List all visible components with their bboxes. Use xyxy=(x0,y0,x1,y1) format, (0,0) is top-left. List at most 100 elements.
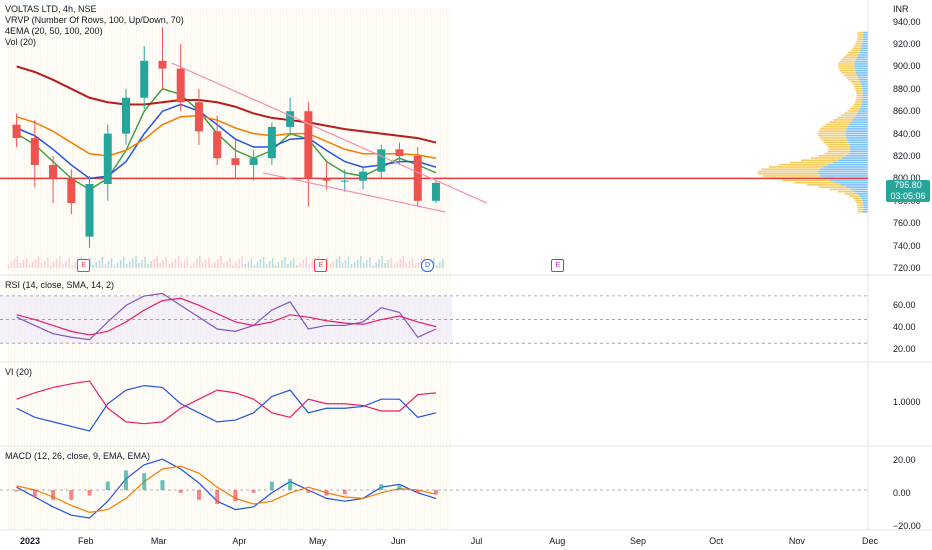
vp-bar-up xyxy=(824,152,849,155)
vp-bar-down xyxy=(863,34,868,36)
volume-bar xyxy=(308,264,310,268)
price-tick: 840.00 xyxy=(893,128,921,139)
vp-bar-down xyxy=(847,139,868,141)
vp-bar-down xyxy=(845,134,868,137)
session-stripe xyxy=(276,8,278,530)
time-tick: 2023 xyxy=(19,536,41,546)
vp-bar-up xyxy=(762,175,821,177)
vp-bar-up xyxy=(837,65,855,67)
vp-bar-down xyxy=(857,112,868,115)
volume-bar xyxy=(259,259,262,268)
volume-bar xyxy=(347,257,350,268)
indicator-tick: 20.00 xyxy=(893,344,916,354)
session-stripe xyxy=(209,8,211,530)
vp-bar-down xyxy=(840,184,868,186)
volume-bar xyxy=(417,262,420,268)
macd-histogram-bar xyxy=(342,490,347,495)
vp-bar-down xyxy=(858,76,868,79)
session-stripe xyxy=(216,8,217,530)
vp-bar-up xyxy=(857,204,864,206)
vp-bar-down xyxy=(818,170,868,173)
earnings-marker[interactable]: E xyxy=(314,259,328,272)
session-stripe xyxy=(347,8,349,530)
vp-bar-up xyxy=(856,202,863,204)
macd-legend[interactable]: MACD (12, 26, close, 9, EMA, EMA) xyxy=(5,451,150,462)
earnings-marker[interactable]: E xyxy=(77,259,91,272)
session-stripe xyxy=(8,8,9,530)
volume-bar xyxy=(332,261,335,268)
vp-bar-up xyxy=(818,186,846,188)
session-stripe xyxy=(264,8,265,530)
earnings-marker[interactable]: E xyxy=(551,259,565,272)
session-stripe xyxy=(353,8,355,530)
vi-pane xyxy=(16,380,437,432)
volume-bar xyxy=(341,263,344,268)
candle-body xyxy=(340,180,349,182)
time-tick: Jun xyxy=(391,536,406,546)
volume-bar xyxy=(198,256,201,268)
session-stripe xyxy=(312,8,313,530)
candle-body xyxy=(359,171,368,181)
chart-title[interactable]: VOLTAS LTD, 4h, NSE xyxy=(5,4,97,14)
vp-bar-up xyxy=(850,107,860,110)
volume-bar xyxy=(217,259,219,268)
session-stripe xyxy=(292,8,294,530)
volume-bar xyxy=(244,264,247,268)
volume-bar xyxy=(220,256,222,268)
candle-body xyxy=(67,178,76,204)
vp-bar-down xyxy=(859,107,868,110)
vp-bar-up xyxy=(819,137,847,139)
volume-bar xyxy=(338,256,341,268)
legend-vol[interactable]: Vol (20) xyxy=(5,37,37,47)
macd-histogram-bar xyxy=(196,490,201,500)
rsi-label[interactable]: RSI (14, close, SMA, 14, 2) xyxy=(5,280,115,290)
session-stripe xyxy=(232,8,233,530)
vp-bar-up xyxy=(850,49,861,52)
volume-bar xyxy=(117,263,119,268)
vp-bar-down xyxy=(863,31,868,34)
vp-bar-up xyxy=(856,94,863,97)
vp-bar-down xyxy=(860,83,868,85)
volume-bar xyxy=(204,260,207,268)
session-stripe xyxy=(436,8,438,530)
session-stripe xyxy=(433,8,435,530)
session-stripe xyxy=(334,8,336,530)
indicator-tick: 0.00 xyxy=(893,488,911,498)
last-price-tag: 795.80 03:05:06 xyxy=(886,180,930,202)
vp-bar-up xyxy=(822,125,848,128)
rsi-legend[interactable]: RSI (14, close, SMA, 14, 2) xyxy=(5,280,114,291)
vi-legend[interactable]: VI (20) xyxy=(5,367,32,378)
vp-bar-down xyxy=(862,87,868,90)
vp-bar-down xyxy=(860,49,868,52)
session-stripe xyxy=(161,8,163,530)
vp-bar-up xyxy=(817,132,846,135)
session-stripe xyxy=(174,8,176,530)
session-stripe xyxy=(126,8,128,530)
macd-label[interactable]: MACD (12, 26, close, 9, EMA, EMA) xyxy=(5,451,151,461)
session-stripe xyxy=(33,8,35,530)
session-stripe xyxy=(273,8,275,530)
volume-bar xyxy=(19,263,22,268)
candle-body xyxy=(304,111,313,179)
vp-bar-down xyxy=(862,99,868,101)
volume-bar xyxy=(274,265,277,268)
vp-bar-up xyxy=(838,63,855,65)
vp-bar-down xyxy=(852,119,868,121)
vp-bar-down xyxy=(847,125,868,128)
vp-bar-down xyxy=(827,163,868,166)
trendline xyxy=(262,172,446,213)
session-stripe xyxy=(68,8,70,530)
vp-bar-up xyxy=(857,31,864,34)
vp-bar-up xyxy=(838,67,855,70)
legend-ema[interactable]: 4EMA (20, 50, 100, 200) xyxy=(5,26,103,36)
session-stripe xyxy=(113,8,115,530)
legend-vrvp[interactable]: VRVP (Number Of Rows, 100, Up/Down, 70) xyxy=(5,15,184,25)
vi-label[interactable]: VI (20) xyxy=(5,367,33,377)
session-stripe xyxy=(328,8,329,530)
vp-bar-down xyxy=(842,157,868,159)
vp-bar-down xyxy=(855,69,868,72)
dividend-marker[interactable]: D xyxy=(420,259,434,272)
rsi-band xyxy=(0,295,452,344)
session-stripe xyxy=(363,8,365,530)
